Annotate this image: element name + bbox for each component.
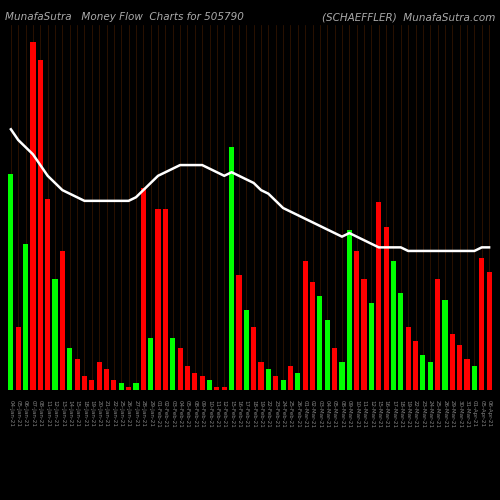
Bar [118, 383, 124, 390]
Bar [96, 362, 102, 390]
Bar [346, 230, 352, 390]
Bar [258, 362, 264, 390]
Bar [126, 386, 131, 390]
Bar [140, 188, 146, 390]
Bar [340, 362, 344, 390]
Bar [148, 338, 154, 390]
Bar [74, 358, 80, 390]
Bar [280, 380, 285, 390]
Bar [310, 282, 315, 390]
Bar [82, 376, 87, 390]
Bar [406, 328, 411, 390]
Bar [236, 276, 242, 390]
Bar [450, 334, 455, 390]
Bar [435, 279, 440, 390]
Bar [391, 262, 396, 390]
Bar [163, 209, 168, 390]
Bar [428, 362, 433, 390]
Bar [413, 342, 418, 390]
Bar [332, 348, 337, 390]
Bar [376, 202, 382, 390]
Bar [384, 226, 388, 390]
Bar [420, 355, 426, 390]
Bar [244, 310, 249, 390]
Bar [266, 369, 271, 390]
Bar [354, 251, 360, 390]
Bar [52, 279, 58, 390]
Text: (SCHAEFFLER)  MunafaSutra.com: (SCHAEFFLER) MunafaSutra.com [322, 12, 495, 22]
Bar [288, 366, 293, 390]
Bar [442, 300, 448, 390]
Bar [273, 376, 278, 390]
Bar [229, 146, 234, 390]
Bar [170, 338, 175, 390]
Bar [60, 251, 65, 390]
Bar [207, 380, 212, 390]
Bar [30, 42, 36, 390]
Bar [295, 372, 300, 390]
Bar [398, 292, 404, 390]
Bar [251, 328, 256, 390]
Bar [178, 348, 182, 390]
Bar [464, 358, 469, 390]
Bar [67, 348, 72, 390]
Bar [302, 262, 308, 390]
Bar [479, 258, 484, 390]
Bar [38, 60, 43, 390]
Bar [457, 345, 462, 390]
Bar [45, 199, 50, 390]
Bar [214, 386, 220, 390]
Bar [104, 369, 109, 390]
Bar [112, 380, 116, 390]
Bar [23, 244, 28, 390]
Text: MunafaSutra   Money Flow  Charts for 505790: MunafaSutra Money Flow Charts for 505790 [5, 12, 244, 22]
Bar [89, 380, 94, 390]
Bar [185, 366, 190, 390]
Bar [16, 328, 21, 390]
Bar [8, 174, 14, 390]
Bar [134, 383, 138, 390]
Bar [369, 303, 374, 390]
Bar [200, 376, 205, 390]
Bar [324, 320, 330, 390]
Bar [486, 272, 492, 390]
Bar [156, 209, 160, 390]
Bar [318, 296, 322, 390]
Bar [362, 279, 366, 390]
Bar [192, 372, 198, 390]
Bar [472, 366, 477, 390]
Bar [222, 386, 227, 390]
